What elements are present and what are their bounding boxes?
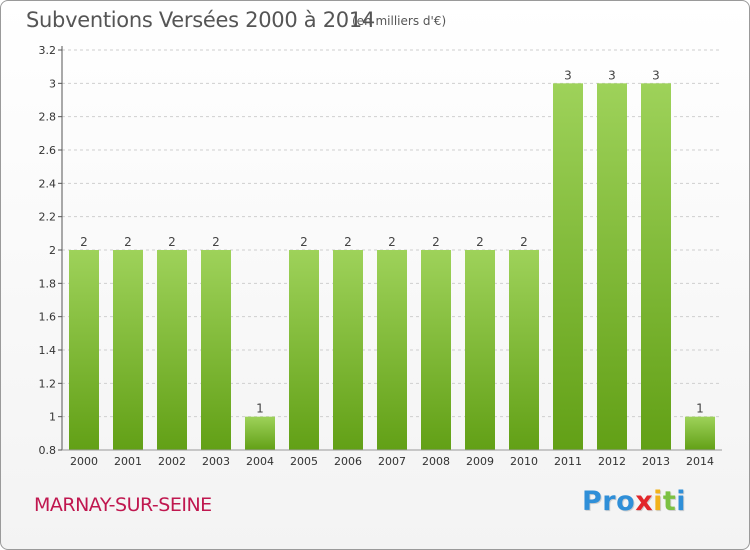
bar-2009 [465, 250, 495, 450]
bar-2010 [509, 250, 539, 450]
y-tick-label: 2 [49, 244, 56, 257]
chart-subtitle: (en milliers d'€) [352, 14, 447, 28]
x-tick-label: 2009 [466, 455, 494, 468]
bar-2005 [289, 250, 319, 450]
y-tick-label: 3.2 [39, 44, 57, 57]
data-label: 2 [80, 235, 88, 249]
logo-letter: o [616, 486, 636, 517]
logo-letter: i [653, 486, 663, 517]
bar-2014 [685, 416, 715, 450]
logo-letter: x [635, 486, 654, 517]
x-tick-label: 2011 [554, 455, 582, 468]
data-label: 2 [388, 235, 396, 249]
x-tick-label: 2010 [510, 455, 538, 468]
y-tick-label: 2.2 [39, 211, 57, 224]
y-tick-label: 1.6 [39, 311, 57, 324]
data-label: 1 [256, 402, 264, 416]
x-tick-label: 2001 [114, 455, 142, 468]
y-tick-label: 1.2 [39, 377, 57, 390]
y-tick-label: 2.8 [39, 111, 57, 124]
data-label: 3 [608, 68, 616, 82]
bar-2002 [157, 250, 187, 450]
bar-2004 [245, 416, 275, 450]
bar-2007 [377, 250, 407, 450]
bar-2013 [641, 83, 671, 450]
data-label: 2 [168, 235, 176, 249]
data-label: 3 [564, 68, 572, 82]
data-label: 2 [432, 235, 440, 249]
x-tick-label: 2013 [642, 455, 670, 468]
x-tick-label: 2003 [202, 455, 230, 468]
y-tick-label: 3 [49, 77, 56, 90]
y-tick-label: 1.4 [39, 344, 57, 357]
y-tick-label: 2.6 [39, 144, 57, 157]
y-tick-label: 1 [49, 411, 56, 424]
x-tick-label: 2014 [686, 455, 714, 468]
bars [69, 83, 715, 450]
logo-letter: P [582, 486, 603, 517]
bar-2006 [333, 250, 363, 450]
y-tick-label: 0.8 [39, 444, 57, 457]
data-label: 2 [476, 235, 484, 249]
x-tick-label: 2005 [290, 455, 318, 468]
bar-2000 [69, 250, 99, 450]
bar-2001 [113, 250, 143, 450]
logo-letter: i [676, 486, 687, 517]
axes: 0.8 1 1.2 1.4 1.6 1.8 2 2.2 2.4 2.6 2.8 3 3.2 2000 200… [39, 44, 722, 468]
chart-title: Subventions Versées 2000 à 2014 [26, 8, 375, 32]
data-label: 2 [124, 235, 132, 249]
commune-name: MARNAY-SUR-SEINE [34, 494, 212, 516]
bar-2012 [597, 83, 627, 450]
data-label: 3 [652, 68, 660, 82]
y-tick-label: 2.4 [39, 177, 57, 190]
bar-2008 [421, 250, 451, 450]
x-tick-label: 2012 [598, 455, 626, 468]
x-tick-label: 2006 [334, 455, 362, 468]
data-label: 2 [212, 235, 220, 249]
data-label: 2 [300, 235, 308, 249]
x-tick-label: 2004 [246, 455, 274, 468]
x-tick-label: 2007 [378, 455, 406, 468]
proxiti-logo[interactable]: Proxiti [582, 486, 686, 517]
y-tick-label: 1.8 [39, 277, 57, 290]
x-tick-label: 2008 [422, 455, 450, 468]
bar-2003 [201, 250, 231, 450]
x-tick-label: 2000 [70, 455, 98, 468]
data-label: 2 [520, 235, 528, 249]
data-label: 2 [344, 235, 352, 249]
data-label: 1 [696, 402, 704, 416]
data-labels: 2 2 2 2 1 2 2 2 2 2 2 3 3 3 1 [80, 68, 704, 415]
logo-letter: t [662, 486, 677, 517]
x-tick-label: 2002 [158, 455, 186, 468]
bar-2011 [553, 83, 583, 450]
logo-letter: r [602, 486, 617, 517]
